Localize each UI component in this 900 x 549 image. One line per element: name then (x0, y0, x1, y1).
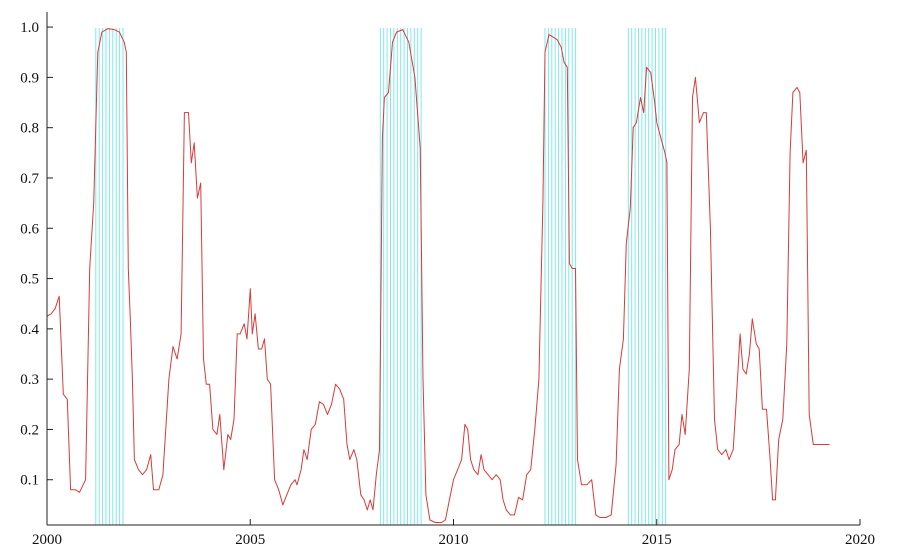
y-tick-label: 0.6 (20, 221, 39, 237)
y-tick-label: 0.2 (20, 422, 39, 438)
series-layer (46, 28, 830, 523)
shaded-periods (95, 28, 667, 525)
x-tick-label: 2000 (32, 532, 62, 548)
y-tick-label: 0.5 (20, 272, 39, 288)
shaded-period-2 (379, 28, 422, 525)
shaded-period-1 (95, 28, 124, 525)
y-tick-label: 0.9 (20, 70, 39, 86)
x-tick-label: 2020 (845, 532, 875, 548)
shaded-period-4 (627, 28, 667, 525)
x-tick-label: 2015 (642, 532, 672, 548)
x-tick-label: 2005 (235, 532, 265, 548)
axes: 0.1 0.2 0.3 0.4 0.5 0.6 0.7 0.8 0.9 1.0 2000 2005 20… (20, 12, 875, 548)
series-line-1 (46, 28, 830, 523)
y-tick-label: 1.0 (20, 20, 39, 36)
y-tick-label: 0.7 (20, 171, 39, 187)
x-tick-label: 2010 (439, 532, 469, 548)
y-tick-label: 0.8 (20, 121, 39, 137)
y-tick-label: 0.4 (20, 322, 39, 338)
shaded-period-3 (544, 28, 577, 525)
y-tick-label: 0.3 (20, 372, 39, 388)
y-tick-label: 0.1 (20, 473, 39, 489)
